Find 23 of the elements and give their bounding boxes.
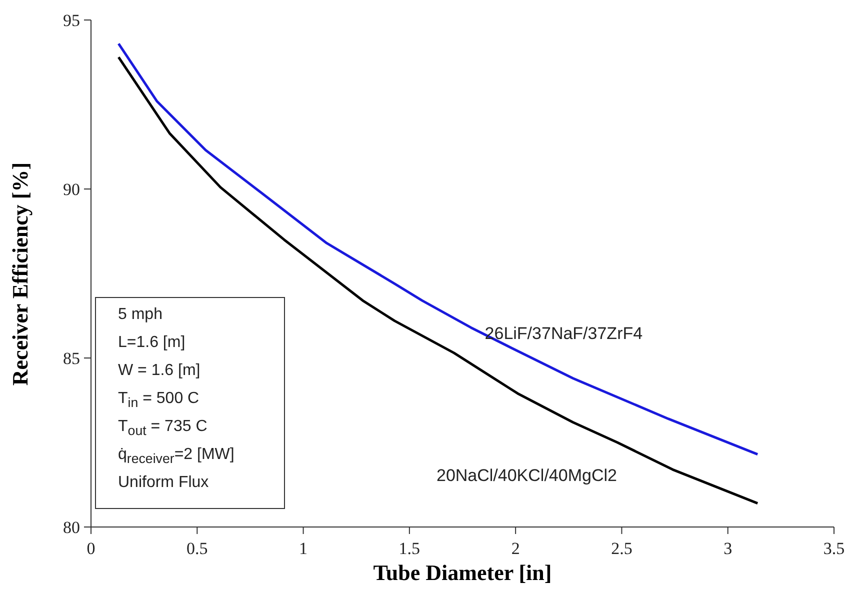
x-tick-label: 3.5 [823, 539, 845, 558]
x-axis-title: Tube Diameter [in] [372, 560, 553, 586]
y-tick-label: 95 [63, 11, 80, 30]
x-tick-label: 3 [724, 539, 732, 558]
x-tick-label: 2.5 [611, 539, 632, 558]
annotation: T$_{out}$ = 735 C [118, 418, 208, 440]
x-tick-label: 1.5 [398, 539, 420, 558]
series-label: 26LiF/37NaF/37ZrF4 [484, 324, 643, 344]
annotation: 5 mph [118, 306, 164, 325]
x-tick-label: 0.5 [186, 539, 208, 558]
y-tick-label: 90 [63, 180, 80, 200]
annotation: L=1.6 [m] [118, 334, 186, 353]
annotation: q̇$_{receiver}$=2 [MW] [118, 446, 236, 468]
annotation: Uniform Flux [118, 474, 210, 493]
annotation: T$_{in}$ = 500 C [118, 390, 200, 412]
series-label: 20NaCl/40KCl/40MgCl2 [436, 466, 617, 486]
annotation: W = 1.6 [m] [118, 362, 202, 381]
y-tick-label: 85 [63, 349, 80, 368]
y-axis-title: Receiver Efficiency [%] [6, 160, 34, 388]
x-tick-label: 2 [511, 539, 520, 558]
x-tick-label: 0 [86, 539, 96, 558]
y-tick-label: 80 [63, 518, 80, 538]
x-tick-label: 1 [299, 539, 308, 558]
